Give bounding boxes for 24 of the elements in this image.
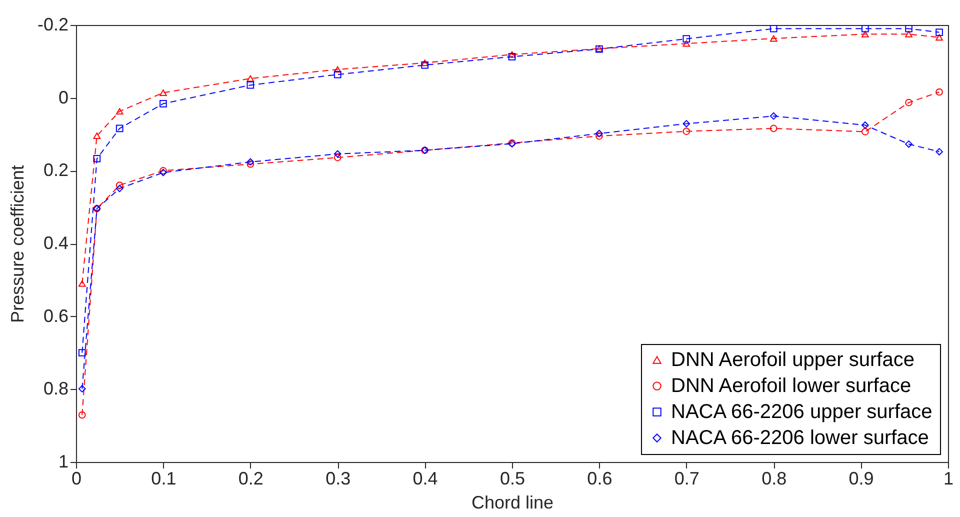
x-tick-label: 0 bbox=[71, 468, 82, 488]
x-tick-label: 0.2 bbox=[238, 468, 264, 488]
y-tick-label: 0.4 bbox=[43, 233, 68, 253]
x-tick-label: 0.9 bbox=[848, 468, 874, 488]
x-axis-title: Chord line bbox=[471, 492, 554, 512]
x-tick-label: 0.5 bbox=[500, 468, 526, 488]
legend-label: DNN Aerofoil upper surface bbox=[671, 349, 914, 371]
y-axis-title: Pressure coefficient bbox=[7, 165, 28, 323]
x-tick-label: 0.7 bbox=[674, 468, 700, 488]
legend-label: NACA 66-2206 lower surface bbox=[671, 427, 929, 449]
y-tick-label: 0 bbox=[58, 87, 68, 108]
x-tick-label: 0.3 bbox=[326, 468, 351, 488]
x-tick-label: 0.4 bbox=[412, 468, 438, 488]
x-tick-label: 0.1 bbox=[151, 468, 176, 488]
y-tick-label: -0.2 bbox=[37, 14, 68, 34]
legend-label: DNN Aerofoil lower surface bbox=[671, 375, 912, 397]
x-tick-label: 0.8 bbox=[762, 468, 787, 488]
y-tick-label: 0.8 bbox=[43, 378, 68, 399]
legend-label: NACA 66-2206 upper surface bbox=[671, 401, 932, 423]
x-tick-label: 1 bbox=[943, 468, 954, 488]
y-tick-label: 1 bbox=[58, 452, 68, 472]
x-tick-label: 0.6 bbox=[587, 468, 612, 488]
y-tick-label: 0.6 bbox=[43, 306, 68, 326]
y-tick-label: 0.2 bbox=[43, 160, 68, 180]
